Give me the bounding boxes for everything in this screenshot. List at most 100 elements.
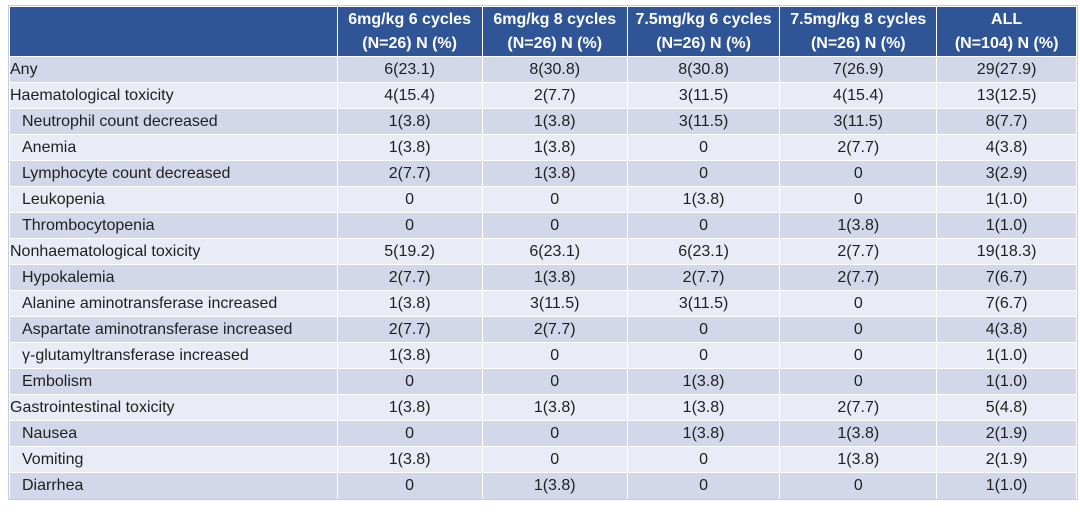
value-cell: 2(7.7) [481,316,628,343]
value-cell: 4(15.4) [336,82,483,109]
row-label: Hypokalemia [9,264,338,291]
header-row: 6mg/kg 6 cycles (N=26) N (%) 6mg/kg 8 cycl… [9,6,1077,57]
column-header-line1: 7.5mg/kg 6 cycles [635,10,772,28]
value-cell: 3(11.5) [626,82,781,109]
value-cell: 0 [481,186,628,213]
value-cell: 6(23.1) [336,56,483,83]
column-header-line1: 7.5mg/kg 8 cycles [790,10,927,28]
value-cell: 0 [336,420,483,447]
column-header-line2: (N=104) N (%) [954,34,1059,52]
value-cell: 0 [626,160,781,187]
value-cell: 1(3.8) [336,134,483,161]
row-label: γ-glutamyltransferase increased [9,342,338,369]
value-cell: 8(7.7) [936,108,1077,135]
value-cell: 0 [779,160,938,187]
table-row: Gastrointestinal toxicity 1(3.8) 1(3.8) 1(3… [9,394,1077,421]
table-row: Embolism 0 0 1(3.8) 0 1(1.0) [9,368,1077,395]
table-row: γ-glutamyltransferase increased 1(3.8) 0 0 0… [9,342,1077,369]
value-cell: 1(3.8) [779,446,938,473]
value-cell: 0 [481,342,628,369]
value-cell: 0 [626,134,781,161]
value-cell: 0 [779,290,938,317]
row-label: Gastrointestinal toxicity [9,394,338,421]
value-cell: 7(6.7) [936,290,1077,317]
value-cell: 2(7.7) [336,160,483,187]
value-cell: 19(18.3) [936,238,1077,265]
value-cell: 3(11.5) [626,290,781,317]
table-row: Hypokalemia 2(7.7) 1(3.8) 2(7.7) 2(7.7) 7(6.7… [9,264,1077,291]
value-cell: 5(19.2) [336,238,483,265]
value-cell: 0 [336,368,483,395]
adverse-events-table: 6mg/kg 6 cycles (N=26) N (%) 6mg/kg 8 cycl… [9,6,1077,499]
value-cell: 1(3.8) [481,472,628,499]
value-cell: 2(7.7) [336,264,483,291]
value-cell: 7(6.7) [936,264,1077,291]
value-cell: 6(23.1) [626,238,781,265]
value-cell: 2(1.9) [936,446,1077,473]
table-row: Anemia 1(3.8) 1(3.8) 0 2(7.7) 4(3.8) [9,134,1077,161]
table-row: Aspartate aminotransferase increased 2(7.… [9,316,1077,343]
value-cell: 13(12.5) [936,82,1077,109]
column-header-0: 6mg/kg 6 cycles (N=26) N (%) [336,6,483,57]
column-header-line2: (N=26) N (%) [362,34,457,52]
value-cell: 1(3.8) [336,290,483,317]
adverse-events-table-frame: 6mg/kg 6 cycles (N=26) N (%) 6mg/kg 8 cycl… [8,5,1078,500]
value-cell: 2(7.7) [779,394,938,421]
value-cell: 2(7.7) [779,264,938,291]
value-cell: 2(7.7) [626,264,781,291]
table-row: Nonhaematological toxicity 5(19.2) 6(23.1)… [9,238,1077,265]
value-cell: 1(3.8) [336,342,483,369]
row-label: Leukopenia [9,186,338,213]
table-row: Thrombocytopenia 0 0 0 1(3.8) 1(1.0) [9,212,1077,239]
value-cell: 7(26.9) [779,56,938,83]
column-header-3: 7.5mg/kg 8 cycles (N=26) N (%) [779,6,938,57]
value-cell: 2(7.7) [336,316,483,343]
column-header-1: 6mg/kg 8 cycles (N=26) N (%) [481,6,628,57]
row-label: Nonhaematological toxicity [9,238,338,265]
column-header-line2: (N=26) N (%) [656,34,751,52]
value-cell: 0 [481,212,628,239]
row-label: Vomiting [9,446,338,473]
row-label: Haematological toxicity [9,82,338,109]
value-cell: 1(3.8) [481,160,628,187]
value-cell: 8(30.8) [481,56,628,83]
value-cell: 1(3.8) [336,446,483,473]
column-header-line1: 6mg/kg 6 cycles [348,10,471,28]
value-cell: 2(7.7) [779,134,938,161]
value-cell: 3(11.5) [626,108,781,135]
row-label: Anemia [9,134,338,161]
value-cell: 1(3.8) [779,212,938,239]
value-cell: 0 [626,212,781,239]
value-cell: 3(2.9) [936,160,1077,187]
value-cell: 0 [336,472,483,499]
value-cell: 3(11.5) [481,290,628,317]
value-cell: 1(3.8) [626,420,781,447]
row-label: Lymphocyte count decreased [9,160,338,187]
value-cell: 1(3.8) [481,264,628,291]
column-header-2: 7.5mg/kg 6 cycles (N=26) N (%) [626,6,781,57]
value-cell: 4(3.8) [936,316,1077,343]
value-cell: 5(4.8) [936,394,1077,421]
value-cell: 1(1.0) [936,472,1077,499]
table-row: Lymphocyte count decreased 2(7.7) 1(3.8) 0 0… [9,160,1077,187]
value-cell: 3(11.5) [779,108,938,135]
value-cell: 2(7.7) [779,238,938,265]
value-cell: 0 [779,316,938,343]
corner-header-cell [9,6,338,57]
value-cell: 1(3.8) [626,186,781,213]
value-cell: 1(3.8) [481,134,628,161]
value-cell: 1(1.0) [936,368,1077,395]
value-cell: 0 [779,342,938,369]
table-row: Diarrhea 0 1(3.8) 0 0 1(1.0) [9,472,1077,499]
column-header-line1: 6mg/kg 8 cycles [493,10,617,28]
value-cell: 4(15.4) [779,82,938,109]
value-cell: 0 [626,446,781,473]
row-label: Embolism [9,368,338,395]
table-row: Any 6(23.1) 8(30.8) 8(30.8) 7(26.9) 29(27.9) [9,56,1077,83]
row-label: Any [9,56,338,83]
value-cell: 0 [626,472,781,499]
value-cell: 4(3.8) [936,134,1077,161]
value-cell: 2(7.7) [481,82,628,109]
table-row: Leukopenia 0 0 1(3.8) 0 1(1.0) [9,186,1077,213]
row-label: Nausea [9,420,338,447]
